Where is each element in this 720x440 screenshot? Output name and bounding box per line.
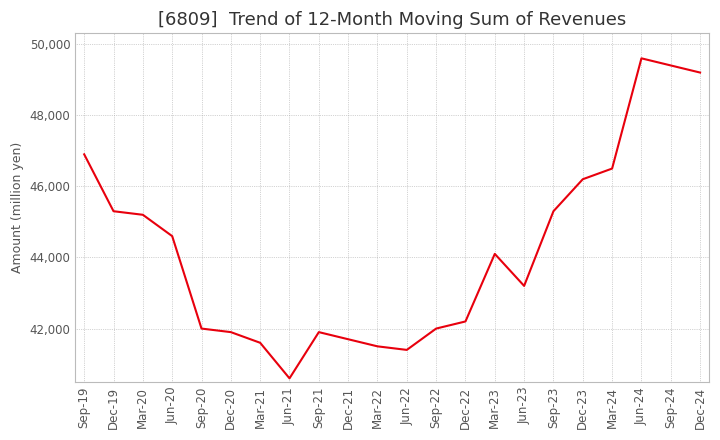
Y-axis label: Amount (million yen): Amount (million yen) [11,142,24,273]
Title: [6809]  Trend of 12-Month Moving Sum of Revenues: [6809] Trend of 12-Month Moving Sum of R… [158,11,626,29]
